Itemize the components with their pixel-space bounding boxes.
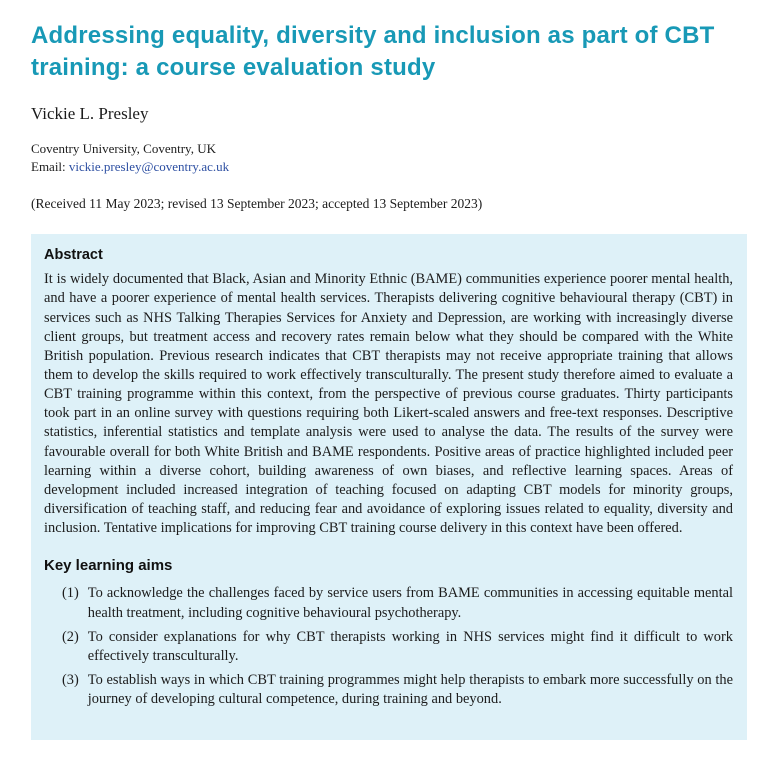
aim-number: (1) [62, 585, 79, 602]
aim-number: (2) [62, 628, 79, 645]
abstract-text: It is widely documented that Black, Asia… [44, 271, 733, 537]
abstract-heading: Abstract [44, 247, 103, 264]
aim-number: (3) [62, 672, 79, 688]
author-affiliation: Coventry University, Coventry, UK [31, 140, 216, 156]
key-learning-aim-item: (1) To acknowledge the challenges faced … [62, 584, 733, 622]
key-learning-aims-heading: Key learning aims [44, 557, 173, 575]
received-dates: (Received 11 May 2023; revised 13 Septem… [31, 196, 483, 212]
key-learning-aims-list: (1) To acknowledge the challenges faced … [44, 584, 733, 709]
key-learning-aim-item: (2) To consider explanations for why CBT… [62, 628, 733, 666]
aim-text: To consider explanations for why CBT the… [87, 628, 733, 664]
key-learning-aim-item: (3) To establish ways in which CBT train… [62, 671, 733, 709]
email-line: Email: vickie.presley@coventry.ac.uk [31, 158, 747, 176]
author-email-link[interactable]: vickie.presley@coventry.ac.uk [68, 159, 230, 174]
aim-text: To acknowledge the challenges faced by s… [87, 585, 733, 621]
email-label: Email: [31, 159, 69, 174]
author-name: Vickie L. Presley [31, 103, 149, 123]
paper-title: Addressing equality, diversity and inclu… [31, 22, 715, 81]
aim-text: To establish ways in which CBT training … [87, 672, 733, 708]
abstract-box: Abstract It is widely documented that Bl… [31, 234, 747, 741]
